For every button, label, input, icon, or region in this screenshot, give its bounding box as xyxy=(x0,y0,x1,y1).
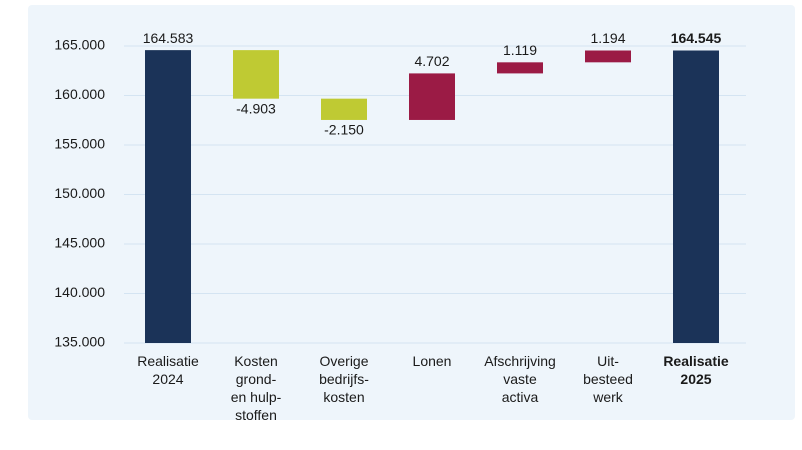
value-label: 4.702 xyxy=(414,53,449,69)
y-tick-label: 145.000 xyxy=(54,235,105,251)
x-tick-label: Kosten grond- en hulp- stoffen xyxy=(230,353,282,423)
value-label: 1.119 xyxy=(503,42,537,58)
x-tick-label: Realisatie 2024 xyxy=(137,353,199,387)
x-tick-label: Overige bedrijfs- kosten xyxy=(319,353,369,405)
value-label: -4.903 xyxy=(236,100,276,116)
x-tick-label: Lonen xyxy=(412,353,452,369)
y-tick-label: 165.000 xyxy=(54,37,105,53)
x-tick-label: Afschrijving vaste activa xyxy=(484,353,556,405)
bar xyxy=(673,50,719,343)
y-tick-label: 135.000 xyxy=(54,334,105,350)
bar xyxy=(145,50,191,344)
x-tick-label: Realisatie 2025 xyxy=(663,353,729,387)
y-tick-label: 150.000 xyxy=(54,185,105,201)
bar xyxy=(233,50,279,99)
bar xyxy=(321,98,367,120)
value-label: 164.583 xyxy=(143,30,194,46)
y-tick-label: 155.000 xyxy=(54,136,105,152)
x-tick-label: Uit- besteed werk xyxy=(583,353,633,405)
value-label: 1.194 xyxy=(590,30,625,46)
value-label: -2.150 xyxy=(324,122,364,138)
bar xyxy=(497,62,543,74)
value-label: 164.545 xyxy=(671,30,722,46)
bar xyxy=(585,50,631,63)
y-tick-label: 160.000 xyxy=(54,86,105,102)
y-tick-label: 140.000 xyxy=(54,284,105,300)
bar xyxy=(409,73,455,120)
